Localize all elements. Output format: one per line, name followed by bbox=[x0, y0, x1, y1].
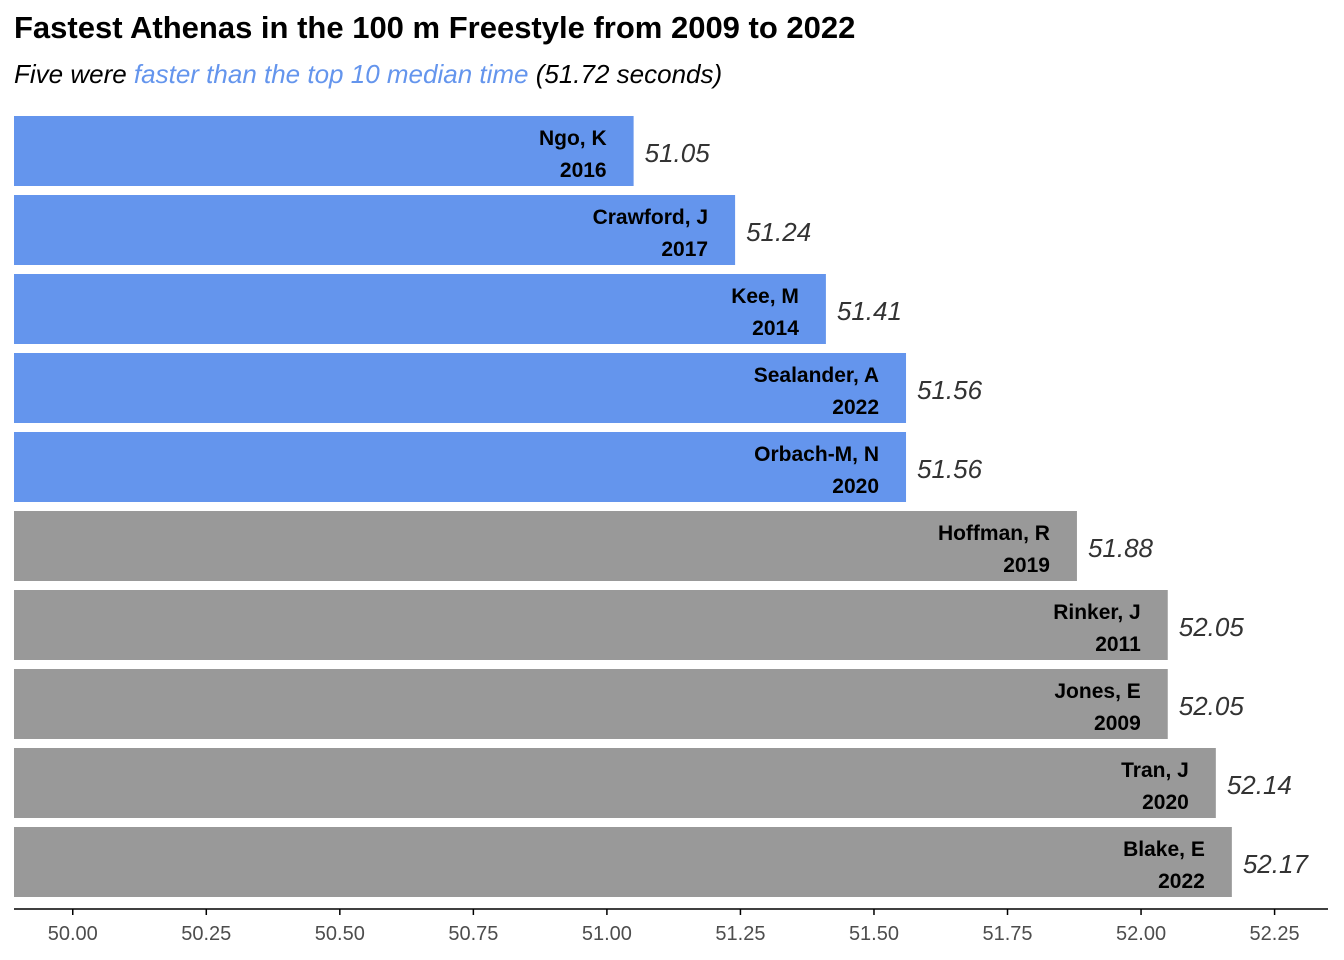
bar-value-label: 51.05 bbox=[645, 138, 711, 168]
bar-year-label: 2011 bbox=[1095, 633, 1141, 656]
bar bbox=[14, 590, 1168, 660]
chart-title: Fastest Athenas in the 100 m Freestyle f… bbox=[14, 10, 856, 45]
bar-name-label: Sealander, A bbox=[754, 364, 879, 387]
bar-group: Blake, E 2022 52.17 bbox=[14, 827, 1309, 897]
bar-value-label: 52.05 bbox=[1179, 691, 1245, 721]
bar-name-label: Blake, E bbox=[1123, 838, 1205, 861]
bar-name-label: Jones, E bbox=[1054, 680, 1140, 703]
x-tick-label: 50.00 bbox=[48, 923, 98, 945]
bar-name-label: Ngo, K bbox=[539, 127, 607, 150]
x-tick-label: 51.50 bbox=[849, 923, 899, 945]
bar-year-label: 2022 bbox=[832, 396, 879, 419]
x-tick-label: 52.00 bbox=[1116, 923, 1166, 945]
bar-group: Ngo, K 2016 51.05 bbox=[14, 116, 710, 186]
bar-group: Crawford, J 2017 51.24 bbox=[14, 195, 811, 265]
bar-value-label: 52.17 bbox=[1243, 849, 1310, 879]
x-tick-label: 50.25 bbox=[181, 923, 231, 945]
bar-value-label: 51.56 bbox=[917, 454, 983, 484]
bar-group: Orbach-M, N 2020 51.56 bbox=[14, 432, 983, 502]
bar-value-label: 52.14 bbox=[1227, 770, 1292, 800]
bar-group: Kee, M 2014 51.41 bbox=[14, 274, 902, 344]
bar bbox=[14, 669, 1168, 739]
bar-name-label: Hoffman, R bbox=[938, 522, 1050, 545]
bar-group: Hoffman, R 2019 51.88 bbox=[14, 511, 1154, 581]
bar-year-label: 2022 bbox=[1158, 870, 1205, 893]
bar bbox=[14, 827, 1232, 897]
x-tick-label: 51.00 bbox=[582, 923, 632, 945]
bar-year-label: 2020 bbox=[1142, 791, 1189, 814]
subtitle-highlight: faster than the top 10 median time bbox=[133, 59, 529, 89]
bar-value-label: 52.05 bbox=[1179, 612, 1245, 642]
bar-year-label: 2019 bbox=[1003, 554, 1050, 577]
bar-year-label: 2017 bbox=[661, 238, 708, 261]
bar-group: Sealander, A 2022 51.56 bbox=[14, 353, 983, 423]
x-tick-label: 51.75 bbox=[982, 923, 1032, 945]
bar bbox=[14, 116, 634, 186]
bar bbox=[14, 353, 907, 423]
bar-name-label: Tran, J bbox=[1121, 759, 1189, 782]
bar bbox=[14, 432, 907, 502]
bar-year-label: 2020 bbox=[832, 475, 879, 498]
subtitle-suffix: (51.72 seconds) bbox=[528, 59, 723, 89]
bar-name-label: Orbach-M, N bbox=[754, 443, 879, 466]
x-tick-label: 52.25 bbox=[1250, 923, 1300, 945]
bar-group: Tran, J 2020 52.14 bbox=[14, 748, 1292, 818]
subtitle-prefix: Five were bbox=[14, 59, 134, 89]
bar-year-label: 2014 bbox=[752, 317, 799, 340]
bar bbox=[14, 195, 736, 265]
bar bbox=[14, 748, 1216, 818]
bar-name-label: Rinker, J bbox=[1053, 601, 1141, 624]
bar bbox=[14, 511, 1077, 581]
chart-subtitle: Five were faster than the top 10 median … bbox=[14, 59, 722, 90]
bar bbox=[14, 274, 826, 344]
bar-year-label: 2009 bbox=[1094, 712, 1141, 735]
bars-layer: Ngo, K 2016 51.05 Crawford, J 2017 51.24 Kee, … bbox=[14, 116, 1309, 897]
bar-group: Rinker, J 2011 52.05 bbox=[14, 590, 1244, 660]
x-tick-label: 51.25 bbox=[715, 923, 765, 945]
bar-value-label: 51.24 bbox=[746, 217, 811, 247]
bar-name-label: Crawford, J bbox=[593, 206, 709, 229]
bar-name-label: Kee, M bbox=[731, 285, 799, 308]
x-tick-label: 50.75 bbox=[448, 923, 498, 945]
bar-year-label: 2016 bbox=[560, 159, 607, 182]
bar-value-label: 51.41 bbox=[837, 296, 902, 326]
bar-value-label: 51.88 bbox=[1088, 533, 1154, 563]
bar-group: Jones, E 2009 52.05 bbox=[14, 669, 1244, 739]
x-axis: 50.00 50.25 50.50 50.75 51.00 51.25 51.50 51.75… bbox=[14, 908, 1328, 945]
bar-value-label: 51.56 bbox=[917, 375, 983, 405]
x-tick-label: 50.50 bbox=[315, 923, 365, 945]
